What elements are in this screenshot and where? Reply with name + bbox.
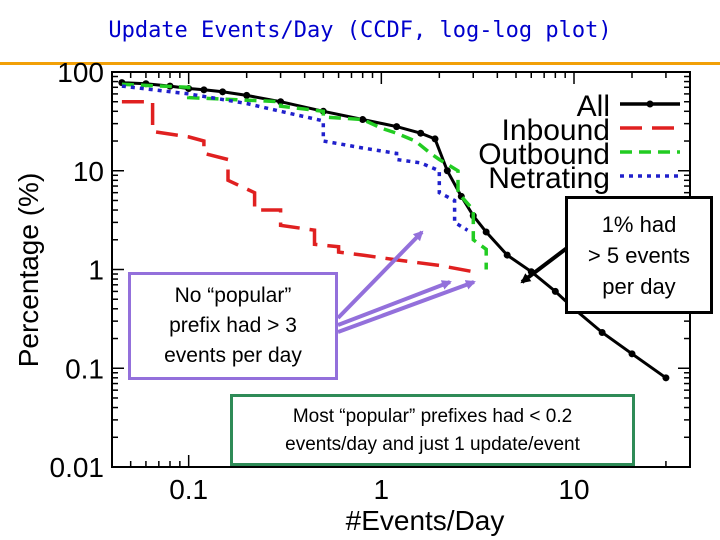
data-point <box>417 129 425 137</box>
arrow-to-netrating-drop <box>336 230 424 320</box>
legend-marker <box>646 100 654 108</box>
x-axis-label: #Events/Day <box>346 505 505 536</box>
callout-no-popular-prefix: No “popular” prefix had > 3 events per d… <box>128 272 338 380</box>
title-divider <box>0 62 720 65</box>
arrow-to-one-percent-point <box>520 246 569 284</box>
callout-one-percent: 1% had > 5 events per day <box>565 196 713 314</box>
y-axis-label: Percentage (%) <box>13 173 44 368</box>
callout-line: per day <box>602 274 676 299</box>
arrow-to-outbound-drop <box>337 280 476 334</box>
data-point <box>359 116 367 124</box>
series-line-outbound <box>121 82 488 270</box>
data-point <box>277 98 285 106</box>
data-point <box>482 228 490 236</box>
arrow-to-inbound-end <box>337 280 452 327</box>
data-point <box>503 251 511 259</box>
data-point <box>243 91 251 99</box>
data-point <box>431 135 439 143</box>
callout-line: events/day and just 1 update/event <box>285 434 580 455</box>
y-tick-label: 100 <box>57 57 104 88</box>
data-point <box>393 123 401 131</box>
series-line-netrating <box>121 84 469 232</box>
y-tick-label: 0.01 <box>50 452 105 483</box>
legend-label: Inbound <box>502 114 610 147</box>
data-point <box>200 86 208 94</box>
callout-line: 1% had <box>601 212 677 237</box>
data-point <box>551 287 559 295</box>
x-tick-label: 0.1 <box>169 474 208 505</box>
y-tick-label: 10 <box>73 156 104 187</box>
y-tick-label: 1 <box>88 255 104 286</box>
y-tick-label: 0.1 <box>65 353 104 384</box>
data-point <box>662 374 670 382</box>
data-point <box>219 88 227 96</box>
series-line-inbound <box>121 99 474 274</box>
data-point <box>598 329 606 337</box>
callout-line: No “popular” <box>174 284 292 307</box>
legend-label: Outbound <box>478 138 610 171</box>
callout-most-popular: Most “popular” prefixes had < 0.2 events… <box>230 394 635 466</box>
callout-line: Most “popular” prefixes had < 0.2 <box>292 406 573 427</box>
callout-line: prefix had > 3 <box>169 314 297 337</box>
data-point <box>443 167 451 175</box>
x-tick-label: 10 <box>558 474 589 505</box>
legend-label: All <box>577 90 610 123</box>
data-point <box>628 350 636 358</box>
legend-label: Netrating <box>488 162 610 195</box>
slide-title: Update Events/Day (CCDF, log-log plot) <box>108 18 612 43</box>
callout-line: > 5 events <box>587 243 691 268</box>
x-tick-label: 1 <box>374 474 390 505</box>
callout-line: events per day <box>164 344 302 367</box>
